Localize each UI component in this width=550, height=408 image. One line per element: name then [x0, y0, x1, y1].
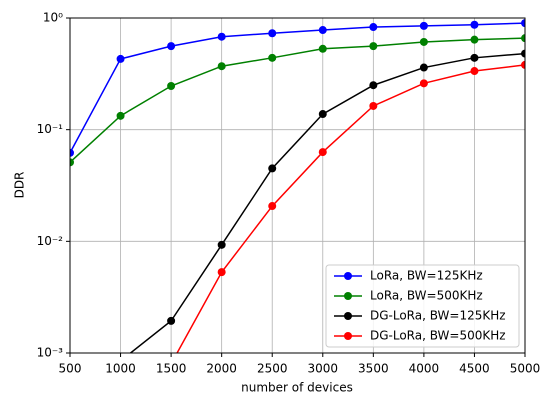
y-tick-label: 10⁻³	[37, 346, 64, 360]
data-point	[521, 34, 525, 43]
legend: LoRa, BW=125KHz LoRa, BW=500KHz DG-LoRa, B…	[325, 264, 520, 348]
data-point	[318, 110, 327, 119]
legend-marker	[344, 272, 352, 280]
data-point	[167, 42, 176, 51]
y-axis-label: DDR	[13, 172, 27, 199]
legend-marker	[344, 332, 352, 340]
data-point	[318, 44, 327, 53]
axes-frame	[69, 17, 526, 354]
data-point	[167, 316, 176, 325]
x-tick-label: 4500	[459, 362, 490, 376]
y-tick-label: 10⁻¹	[37, 122, 64, 136]
x-tick-label: 3500	[358, 362, 389, 376]
data-point	[419, 79, 428, 88]
data-point	[217, 268, 226, 277]
data-point	[217, 62, 226, 71]
data-point	[116, 111, 125, 120]
legend-label: DG-LoRa, BW=125KHz	[370, 309, 506, 323]
legend-label: LoRa, BW=500KHz	[370, 289, 483, 303]
legend-box	[325, 264, 520, 348]
series-line	[70, 37, 525, 163]
data-point	[419, 21, 428, 30]
data-point	[521, 49, 525, 58]
data-point	[470, 35, 479, 44]
data-point	[470, 20, 479, 29]
data-point	[369, 81, 378, 90]
x-tick-label: 1000	[105, 362, 136, 376]
data-point	[470, 67, 479, 76]
data-point	[217, 32, 226, 41]
y-tick-label: 10⁻²	[37, 234, 64, 248]
data-point	[419, 63, 428, 72]
data-point	[369, 42, 378, 51]
x-tick-label: 3000	[308, 362, 339, 376]
plot-area	[70, 19, 525, 353]
data-point	[470, 53, 479, 62]
data-point	[167, 82, 176, 91]
legend-marker	[344, 292, 352, 300]
data-point	[369, 23, 378, 32]
data-point	[268, 53, 277, 62]
data-point	[116, 54, 125, 63]
x-tick-label: 5000	[510, 362, 541, 376]
data-point	[217, 240, 226, 249]
data-point	[318, 26, 327, 35]
x-tick-label: 4000	[409, 362, 440, 376]
x-axis-label: number of devices	[241, 381, 353, 395]
y-tick-label: 10⁰	[43, 11, 63, 25]
x-tick-label: 1500	[156, 362, 187, 376]
legend-label: DG-LoRa, BW=500KHz	[370, 329, 506, 343]
data-point	[268, 29, 277, 38]
data-point	[268, 164, 277, 173]
x-tick-label: 500	[59, 362, 82, 376]
data-point	[70, 158, 74, 167]
legend-marker	[344, 312, 352, 320]
data-point	[521, 19, 525, 28]
legend-label: LoRa, BW=125KHz	[370, 269, 483, 283]
x-tick-label: 2500	[257, 362, 288, 376]
series-line	[176, 64, 525, 353]
data-point	[318, 148, 327, 157]
data-point	[70, 148, 74, 157]
data-point	[419, 37, 428, 46]
data-point	[369, 101, 378, 110]
x-tick-label: 2000	[206, 362, 237, 376]
data-point	[521, 60, 525, 69]
series-line	[70, 22, 525, 154]
data-point	[268, 202, 277, 211]
